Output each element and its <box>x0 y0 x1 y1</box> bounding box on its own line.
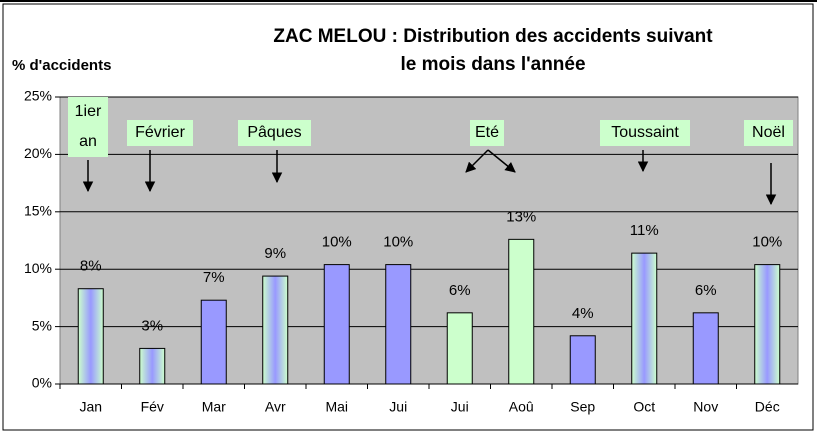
bar <box>569 335 596 385</box>
bar <box>446 312 473 385</box>
x-tick-label: Jui <box>451 399 469 415</box>
y-axis-label: % d'accidents <box>12 57 111 74</box>
annotation: an <box>79 133 97 150</box>
bar <box>754 264 781 385</box>
annotation: Pâques <box>247 124 301 141</box>
y-tick-label: 0% <box>32 375 52 391</box>
value-label: 6% <box>449 282 471 299</box>
bar <box>692 312 719 385</box>
bar <box>385 264 412 385</box>
x-tick-label: Avr <box>265 399 286 415</box>
arrow <box>465 149 489 173</box>
value-label: 8% <box>80 258 102 275</box>
x-tick-label: Mai <box>325 399 348 415</box>
annotation: Février <box>135 124 185 141</box>
annotation-box <box>470 120 504 146</box>
value-label: 13% <box>506 208 536 225</box>
value-label: 10% <box>752 234 782 251</box>
value-label: 10% <box>322 234 352 251</box>
bar <box>631 252 658 385</box>
y-tick-label: 20% <box>24 145 52 161</box>
y-tick-label: 15% <box>24 203 52 219</box>
arrow <box>487 149 516 173</box>
y-tick-label: 5% <box>32 317 52 333</box>
x-tick-label: Nov <box>693 399 718 415</box>
annotation: 1ier <box>75 103 102 120</box>
annotation-box <box>127 120 193 146</box>
value-label: 3% <box>141 317 163 334</box>
x-tick-label: Jan <box>79 399 102 415</box>
annotation: Toussaint <box>611 124 679 141</box>
value-label: 10% <box>383 234 413 251</box>
x-tick-label: Oct <box>633 399 655 415</box>
annotation: Eté <box>475 124 499 141</box>
x-tick-label: Jui <box>389 399 407 415</box>
chart-title: le mois dans l'année <box>400 54 585 75</box>
bar <box>77 288 104 385</box>
bar <box>139 347 166 385</box>
bar <box>262 275 289 385</box>
arrows <box>82 149 777 206</box>
annotation-box <box>238 120 311 146</box>
x-tick-label: Déc <box>755 399 780 415</box>
x-tick-label: Sep <box>570 399 595 415</box>
x-tick-label: Aoû <box>509 399 534 415</box>
x-tick-label: Fév <box>141 399 164 415</box>
value-label: 4% <box>572 305 594 322</box>
y-tick-label: 25% <box>24 88 52 104</box>
value-label: 6% <box>695 282 717 299</box>
chart-title: ZAC MELOU : Distribution des accidents s… <box>273 26 713 47</box>
annotation-box <box>600 120 690 146</box>
bar <box>200 299 227 385</box>
value-label: 7% <box>203 269 225 286</box>
annotation: Noël <box>752 124 785 141</box>
bar <box>508 238 535 385</box>
value-label: 9% <box>264 245 286 262</box>
y-tick-label: 10% <box>24 260 52 276</box>
x-tick-label: Mar <box>202 399 226 415</box>
value-label: 11% <box>630 222 659 239</box>
annotation-box <box>744 120 793 146</box>
bar <box>323 264 350 385</box>
annotation-box <box>68 97 108 157</box>
